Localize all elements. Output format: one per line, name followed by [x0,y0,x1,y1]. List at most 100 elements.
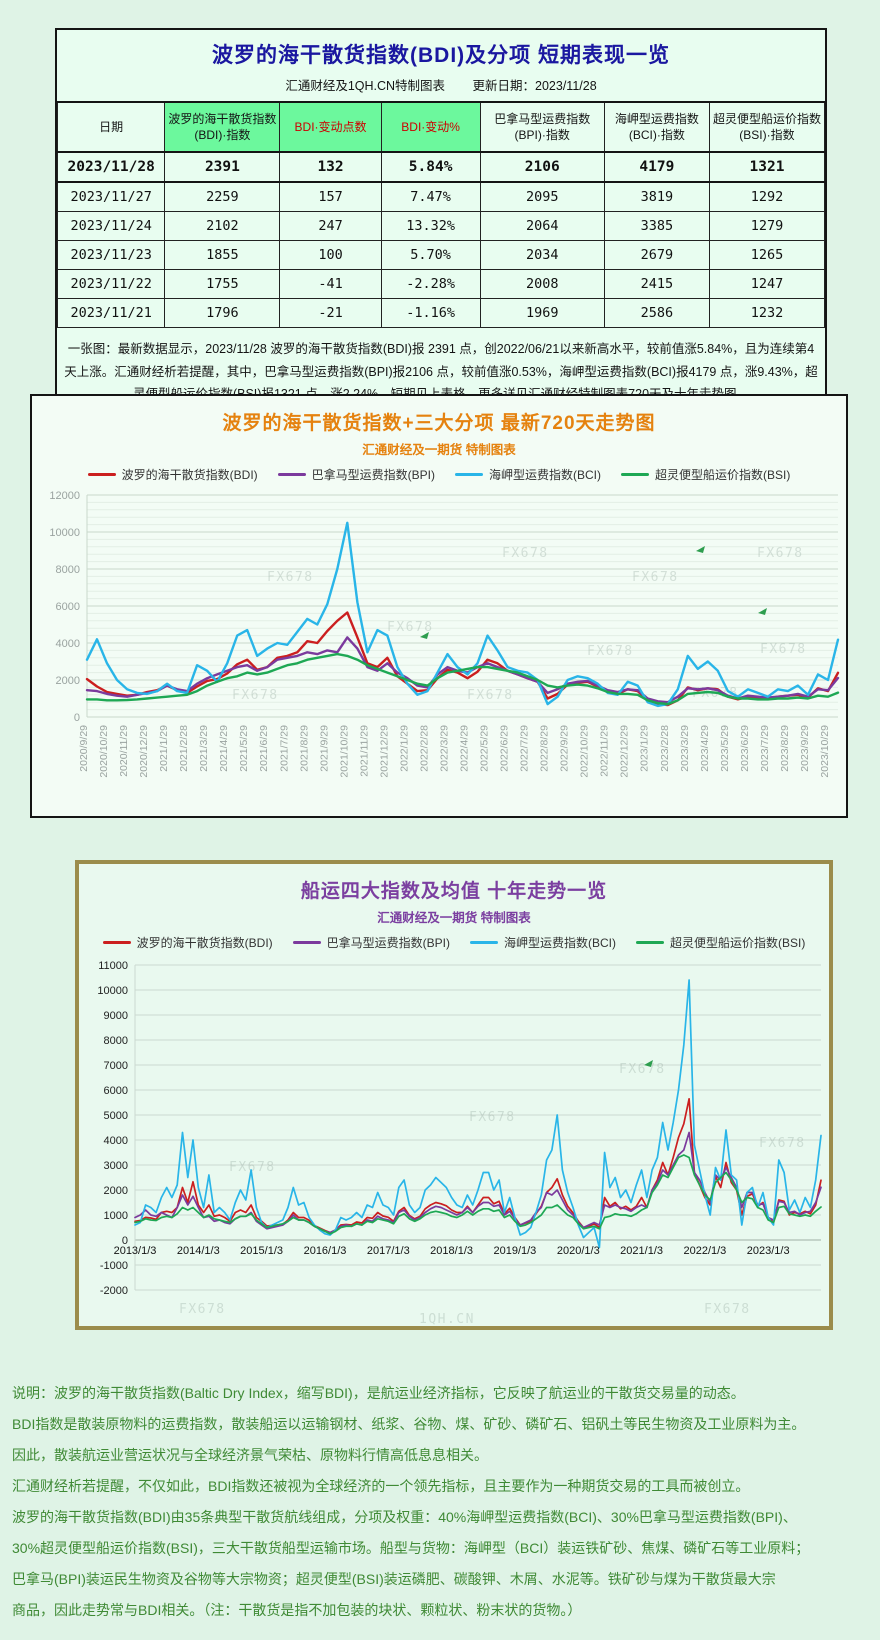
y-axis-tick-label: 10000 [49,527,80,539]
legend-item: 超灵便型船运价指数(BSI) [636,934,805,951]
footnote-line: BDI指数是散装原物料的运费指数，散装船运以运输钢材、纸浆、谷物、煤、矿砂、磷矿… [12,1416,806,1432]
x-axis-tick-label: 2022/1/29 [398,725,410,772]
x-axis-tick-label: 2023/8/29 [779,725,791,772]
x-axis-tick-label: 2019/1/3 [493,1245,536,1257]
table-subtitle: 汇通财经及1QH.CN特制图表 更新日期：2023/11/28 [57,75,825,94]
column-header: 巴拿马型运费指数(BPI)·指数 [479,101,605,153]
x-axis-tick-label: 2023/4/29 [699,725,711,772]
footnote-line: 30%超灵便型船运价指数(BSI)，三大干散货船型运输市场。船型与货物：海岬型（… [12,1540,810,1556]
x-axis-tick-label: 2023/5/29 [719,725,731,772]
x-axis-tick-label: 2022/2/28 [419,725,431,772]
x-axis-tick-label: 2021/5/29 [238,725,250,772]
y-axis-tick-label: 3000 [104,1160,128,1172]
chart-720day-title: 波罗的海干散货指数+三大分项 最新720天走势图 [222,413,656,434]
footnote-line: 巴拿马(BPI)装运民生物资及谷物等大宗物资；超灵便型(BSI)装运磷肥、碳酸钾… [12,1571,776,1587]
footnote-line: 因此，散装航运业营运状况与全球经济景气荣枯、原物料行情高低息息相关。 [12,1447,488,1463]
table-cell: 1232 [708,298,826,328]
y-axis-tick-label: 0 [74,712,80,724]
watermark-glyph-icon [644,1060,653,1067]
watermark: FX678 [759,1136,806,1151]
legend-swatch-icon [277,473,306,476]
legend-label: 超灵便型船运价指数(BSI) [670,936,806,950]
x-axis-tick-label: 2022/4/29 [459,725,471,772]
legend-item: 波罗的海干散货指数(BDI) [102,934,273,951]
x-axis-tick-label: 2013/1/3 [114,1245,157,1257]
x-axis-tick-label: 2020/10/29 [98,725,110,778]
table-cell: 2102 [164,211,281,241]
x-axis-tick-label: 2022/10/29 [579,725,591,778]
bdi-data-table: 日期 波罗的海干散货指数(BDI)·指数 BDI·变动点数 BDI·变动% 巴拿马型运费… [56,101,826,328]
table-cell: 1969 [479,298,605,328]
table-cell: 100 [279,240,382,270]
y-axis-tick-label: 0 [122,1235,128,1247]
x-axis-tick-label: 2021/3/29 [198,725,210,772]
footnote-line: 波罗的海干散货指数(BDI)由35条典型干散货航线组成，分项及权重：40%海岬型… [12,1509,797,1525]
table-cell: 2023/11/28 [56,151,166,183]
x-axis-tick-label: 2020/1/3 [557,1245,600,1257]
chart-10year-svg: -2000 -1000 0 1000 2000 3000 4000 5000 6000 7000 8… [97,960,822,1327]
short-term-table-panel: 波罗的海干散货指数(BDI)及分项 短期表现一览 汇通财经及1QH.CN特制图表… [55,28,827,418]
chart-10year-panel: 船运四大指数及均值 十年走势一览 汇通财经及一期货 特制图表 波罗的海干散货指数… [75,860,833,1330]
watermark: FX678 [179,1302,226,1317]
x-axis-tick-label: 2022/5/29 [479,725,491,772]
chart-10year-title: 船运四大指数及均值 十年走势一览 [300,881,608,902]
footnote-line: 商品，因此走势常与BDI相关。（注：干散货是指不加包装的块状、颗粒状、粉末状的货… [12,1602,582,1618]
series-line [85,521,840,708]
legend-item: 海岬型运费指数(BCI) [470,934,616,951]
y-axis-tick-label: 11000 [98,960,128,972]
series-line [134,1154,822,1235]
legend-swatch-icon [470,941,498,944]
x-axis-tick-label: 2020/11/29 [118,725,130,777]
table-cell: -1.16% [380,298,481,328]
watermark: FX678 [267,570,314,585]
x-axis-tick-label: 2020/12/29 [138,725,150,778]
y-axis-tick-label: 1000 [104,1210,128,1222]
column-header: 日期 [56,101,166,153]
x-axis-tick-label: 2022/9/29 [559,725,571,772]
x-axis-tick-label: 2021/9/29 [318,725,330,772]
legend-label: 海岬型运费指数(BCI) [504,936,616,950]
table-cell: 2023/11/22 [56,269,166,299]
series-line [85,652,840,706]
legend-label: 巴拿马型运费指数(BPI) [326,936,450,950]
x-axis-tick-label: 2021/2/28 [178,725,190,772]
legend-swatch-icon [292,941,321,944]
update-date-label: 更新日期：2023/11/28 [472,79,597,93]
watermark: FX678 [467,688,514,703]
x-axis-tick-label: 2015/1/3 [240,1245,283,1257]
table-cell: 1755 [164,269,281,299]
column-header: BDI·变动点数 [279,101,382,153]
y-axis-tick-label: 12000 [49,490,80,502]
series-line [134,979,822,1249]
x-axis-tick-label: 2023/7/29 [759,725,771,772]
x-axis-tick-label: 2016/1/3 [304,1245,347,1257]
y-axis-tick-label: 9000 [104,1010,128,1022]
x-axis-tick-label: 2022/6/29 [499,725,511,772]
x-axis-tick-label: 2021/1/3 [620,1245,663,1257]
legend-label: 超灵便型船运价指数(BSI) [655,468,791,482]
table-cell: 2415 [603,269,710,299]
table-cell: 13.32% [380,211,481,241]
table-cell: 157 [279,181,382,212]
watermark-glyph-icon [420,632,429,639]
legend-label: 波罗的海干散货指数(BDI) [136,936,273,950]
table-cell: 2586 [603,298,710,328]
column-header: 超灵便型船运价指数(BSI)·指数 [708,101,826,153]
x-axis-tick-label: 2022/1/3 [683,1245,726,1257]
table-cell: 1247 [708,269,826,299]
x-axis-tick-label: 2021/4/29 [218,725,230,772]
legend-item: 巴拿马型运费指数(BPI) [277,466,435,483]
table-cell: 3819 [603,181,710,212]
table-cell: 2023/11/27 [56,181,166,212]
x-axis-tick-label: 2022/7/29 [519,725,531,772]
table-cell: 7.47% [380,181,481,212]
y-axis-tick-label: -2000 [100,1285,128,1297]
table-cell: 4179 [603,151,710,183]
table-cell: 2391 [164,151,281,183]
legend-label: 海岬型运费指数(BCI) [489,468,601,482]
legend-swatch-icon [102,941,131,944]
x-axis-tick-label: 2022/11/29 [599,725,611,777]
table-cell: 2095 [479,181,605,212]
table-cell: 2034 [479,240,605,270]
table-row: 2023/11/24 2102 247 13.32% 2064 3385 1279 [56,211,826,241]
